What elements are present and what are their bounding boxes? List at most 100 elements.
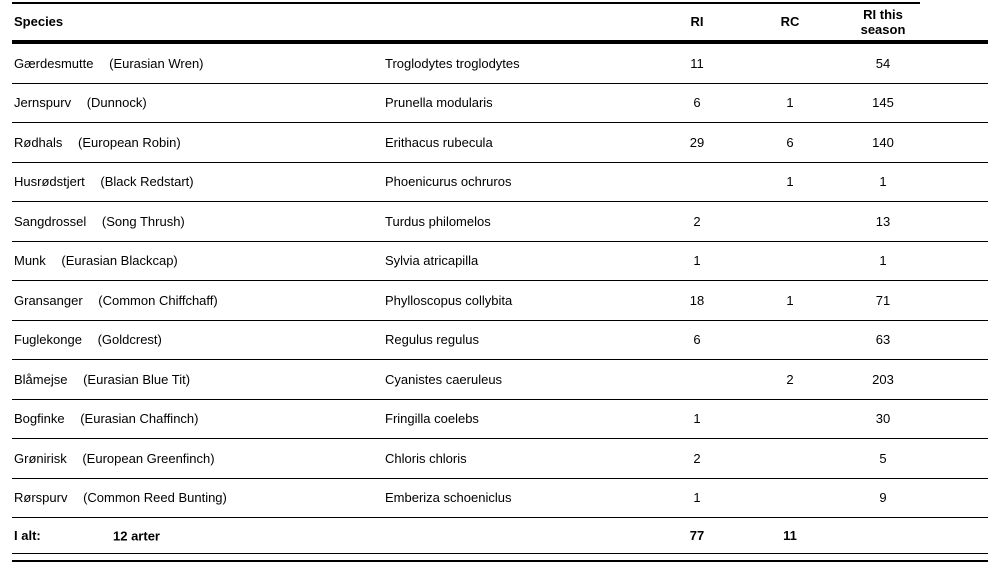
- season-value: 54: [875, 55, 891, 71]
- scientific-name: Troglodytes troglodytes: [385, 55, 520, 71]
- species-english-name: (Eurasian Wren): [109, 55, 204, 71]
- totals-label: I alt:: [14, 528, 41, 543]
- species-english-name: (Dunnock): [86, 95, 147, 111]
- species-row: Jernspurv (Dunnock) Prunella modularis 6…: [12, 84, 988, 123]
- scientific-name: Fringilla coelebs: [385, 411, 479, 427]
- species-name-cell: Sangdrossel (Song Thrush): [12, 214, 385, 229]
- species-danish-name: Jernspurv: [14, 95, 72, 111]
- species-name-cell: Munk (Eurasian Blackcap): [12, 253, 385, 268]
- ri-value: 1: [693, 411, 701, 427]
- species-danish-name: Bogfinke: [14, 411, 65, 427]
- scientific-name: Sylvia atricapilla: [385, 253, 479, 269]
- season-value: 30: [875, 411, 891, 427]
- species-danish-name: Blåmejse: [14, 371, 68, 387]
- species-danish-name: Gransanger: [14, 292, 83, 308]
- ri-value: 2: [693, 450, 701, 466]
- species-row: Grønirisk (European Greenfinch) Chloris …: [12, 439, 988, 479]
- rc-value: 6: [786, 134, 794, 150]
- ri-value: 18: [689, 292, 705, 308]
- season-value: 1: [879, 174, 887, 190]
- column-header-ri-this-season: RI this season: [860, 6, 906, 37]
- species-english-name: (European Greenfinch): [82, 450, 215, 466]
- species-danish-name: Rødhals: [14, 134, 63, 150]
- species-row: Fuglekonge (Goldcrest) Regulus regulus 6…: [12, 321, 988, 360]
- ri-total: 77: [689, 528, 705, 543]
- species-english-name: (Black Redstart): [100, 174, 194, 190]
- species-row: Rørspurv (Common Reed Bunting) Emberiza …: [12, 479, 988, 518]
- species-danish-name: Rørspurv: [14, 490, 68, 506]
- species-row: Sangdrossel (Song Thrush) Turdus philome…: [12, 202, 988, 242]
- ri-value: 11: [690, 55, 704, 71]
- species-name-cell: Gærdesmutte (Eurasian Wren): [12, 56, 385, 71]
- rc-value: 1: [786, 95, 794, 111]
- top-rule: [12, 2, 920, 4]
- species-english-name: (Eurasian Chaffinch): [80, 411, 199, 427]
- species-row: Husrødstjert (Black Redstart) Phoenicuru…: [12, 163, 988, 202]
- species-english-name: (Song Thrush): [101, 213, 185, 229]
- species-name-cell: Bogfinke (Eurasian Chaffinch): [12, 411, 385, 426]
- scientific-name: Regulus regulus: [385, 332, 479, 348]
- species-danish-name: Husrødstjert: [14, 174, 85, 190]
- scientific-name: Emberiza schoeniclus: [385, 490, 512, 506]
- scientific-name: Cyanistes caeruleus: [385, 371, 503, 387]
- season-value: 71: [875, 292, 891, 308]
- ri-value: 6: [693, 332, 701, 348]
- ri-value: 6: [693, 95, 701, 111]
- species-danish-name: Fuglekonge: [14, 332, 82, 348]
- species-name-cell: Jernspurv (Dunnock): [12, 95, 385, 110]
- species-name-cell: Grønirisk (European Greenfinch): [12, 451, 385, 466]
- scientific-name: Chloris chloris: [385, 450, 467, 466]
- species-name-cell: Blåmejse (Eurasian Blue Tit): [12, 372, 385, 387]
- species-english-name: (Eurasian Blue Tit): [83, 371, 191, 387]
- species-row: Rødhals (European Robin) Erithacus rubec…: [12, 123, 988, 163]
- column-header-species: Species: [14, 14, 64, 29]
- species-table: Species RI RC RI this season Gærdesmutte…: [12, 3, 988, 562]
- species-english-name: (Common Reed Bunting): [83, 490, 227, 506]
- season-value: 13: [875, 213, 891, 229]
- column-header-rc: RC: [780, 14, 800, 29]
- rc-value: 1: [786, 174, 794, 190]
- species-danish-name: Gærdesmutte: [14, 55, 94, 71]
- ri-value: 2: [693, 213, 701, 229]
- scientific-name: Erithacus rubecula: [385, 134, 493, 150]
- scientific-name: Turdus philomelos: [385, 213, 491, 229]
- season-value: 140: [872, 134, 894, 150]
- species-count: 12 arter: [113, 528, 160, 543]
- table-header-row: Species RI RC RI this season: [12, 3, 988, 44]
- species-danish-name: Munk: [14, 253, 46, 269]
- totals-cell: I alt: 12 arter: [12, 528, 385, 543]
- rc-value: 1: [786, 292, 794, 308]
- species-danish-name: Sangdrossel: [14, 213, 87, 229]
- species-row: Munk (Eurasian Blackcap) Sylvia atricapi…: [12, 242, 988, 281]
- species-row: Bogfinke (Eurasian Chaffinch) Fringilla …: [12, 400, 988, 439]
- bottom-rule: [12, 560, 988, 562]
- season-value: 1: [879, 253, 887, 269]
- rc-total: 11: [783, 528, 797, 543]
- season-value: 63: [875, 332, 891, 348]
- ri-value: 29: [689, 134, 705, 150]
- ri-value: 1: [693, 253, 701, 269]
- scientific-name: Prunella modularis: [385, 95, 493, 111]
- ri-value: 1: [693, 490, 701, 506]
- species-row: Gransanger (Common Chiffchaff) Phyllosco…: [12, 281, 988, 321]
- season-value: 203: [872, 371, 894, 387]
- species-name-cell: Rørspurv (Common Reed Bunting): [12, 490, 385, 505]
- species-name-cell: Rødhals (European Robin): [12, 135, 385, 150]
- scientific-name: Phylloscopus collybita: [385, 292, 513, 308]
- season-value: 9: [879, 490, 887, 506]
- table-footer-row: I alt: 12 arter 77 11: [12, 518, 988, 554]
- species-name-cell: Husrødstjert (Black Redstart): [12, 174, 385, 189]
- species-english-name: (Goldcrest): [97, 332, 162, 348]
- species-english-name: (Eurasian Blackcap): [61, 253, 178, 269]
- species-english-name: (Common Chiffchaff): [98, 292, 218, 308]
- species-english-name: (European Robin): [78, 134, 181, 150]
- species-name-cell: Fuglekonge (Goldcrest): [12, 332, 385, 347]
- scientific-name: Phoenicurus ochruros: [385, 174, 512, 190]
- species-danish-name: Grønirisk: [14, 450, 67, 466]
- table-body: Gærdesmutte (Eurasian Wren) Troglodytes …: [12, 44, 988, 518]
- column-header-ri: RI: [690, 14, 704, 29]
- season-value: 145: [872, 95, 894, 111]
- rc-value: 2: [786, 371, 794, 387]
- species-name-cell: Gransanger (Common Chiffchaff): [12, 293, 385, 308]
